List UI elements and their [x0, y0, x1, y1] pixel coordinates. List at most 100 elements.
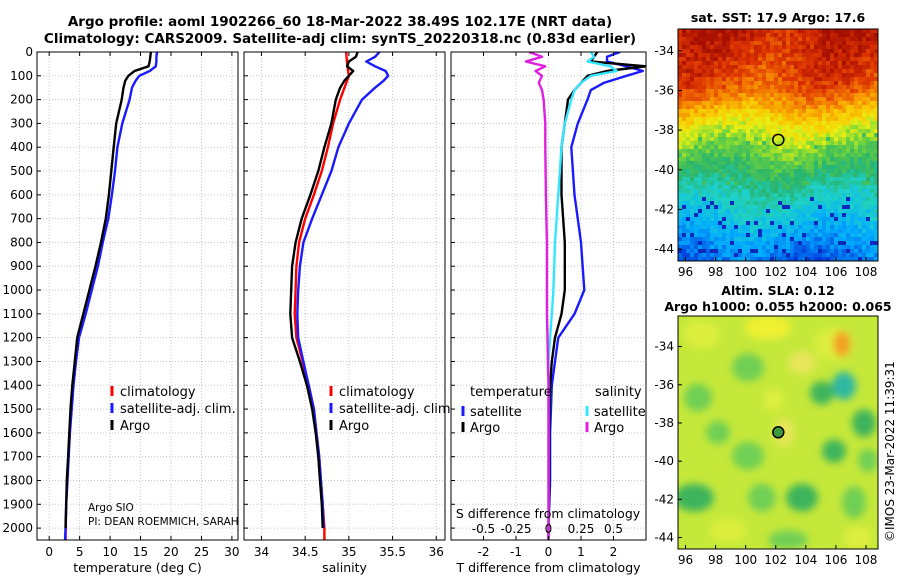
sst-cell	[718, 77, 723, 82]
sst-cell	[694, 37, 699, 42]
sst-cell	[786, 105, 791, 110]
sst-cell	[862, 101, 867, 106]
sst-cell	[734, 129, 739, 134]
sst-cell	[766, 81, 771, 86]
sst-cell	[770, 37, 775, 42]
sst-cell	[722, 121, 727, 126]
sst-cell	[758, 105, 763, 110]
sst-cell	[766, 165, 771, 170]
sst-cell	[814, 169, 819, 174]
sst-cell	[770, 65, 775, 70]
legend-label-3: Argo	[594, 421, 624, 436]
sst-cell	[818, 53, 823, 58]
sst-cell	[690, 225, 695, 230]
sst-cell	[758, 237, 763, 242]
sst-cell	[722, 133, 727, 138]
sst-cell	[810, 89, 815, 94]
sst-cell	[718, 97, 723, 102]
sst-cell	[762, 257, 767, 261]
sst-cell	[718, 249, 723, 254]
sst-cell	[870, 117, 875, 122]
sst-cell	[678, 45, 683, 50]
sst-cell	[818, 41, 823, 46]
sst-cell	[710, 57, 715, 62]
sst-cell	[754, 181, 759, 186]
sst-cell	[782, 201, 787, 206]
sst-cell	[806, 233, 811, 238]
sst-cell	[806, 137, 811, 142]
sst-cell	[834, 81, 839, 86]
sst-cell	[854, 153, 859, 158]
sst-cell	[806, 197, 811, 202]
sst-cell	[690, 209, 695, 214]
sst-cell	[862, 229, 867, 234]
sst-cell	[758, 165, 763, 170]
sst-cell	[826, 149, 831, 154]
sst-cell	[714, 169, 719, 174]
sst-cell	[822, 57, 827, 62]
sst-cell	[774, 225, 779, 230]
sst-cell	[874, 125, 878, 130]
sst-cell	[698, 121, 703, 126]
panel-difference: -2 -1 0 1 2T difference from climatology-0.5…	[450, 51, 647, 575]
sst-cell	[842, 69, 847, 74]
sst-cell	[802, 237, 807, 242]
sst-cell	[858, 161, 863, 166]
sst-cell	[770, 257, 775, 261]
sst-cell	[678, 65, 683, 70]
sst-cell	[866, 165, 871, 170]
sst-cell	[830, 41, 835, 46]
sst-cell	[786, 197, 791, 202]
sst-cell	[738, 245, 743, 250]
sst-cell	[698, 229, 703, 234]
sst-cell	[710, 89, 715, 94]
sst-cell	[678, 109, 683, 114]
sst-cell	[806, 173, 811, 178]
sst-cell	[690, 41, 695, 46]
sst-cell	[794, 249, 799, 254]
sst-cell	[830, 201, 835, 206]
sst-cell	[714, 69, 719, 74]
sst-cell	[710, 245, 715, 250]
sst-cell	[814, 217, 819, 222]
sst-cell	[726, 157, 731, 162]
sst-cell	[694, 117, 699, 122]
sst-cell	[858, 33, 863, 38]
sst-cell	[746, 61, 751, 66]
sst-cell	[754, 97, 759, 102]
sst-cell	[774, 185, 779, 190]
sst-cell	[838, 117, 843, 122]
sst-cell	[714, 233, 719, 238]
sst-cell	[826, 141, 831, 146]
sst-cell	[694, 209, 699, 214]
sst-cell	[842, 185, 847, 190]
sst-cell	[686, 65, 691, 70]
sst-cell	[722, 101, 727, 106]
sst-cell	[754, 77, 759, 82]
sst-cell	[850, 73, 855, 78]
x-axis-label: salinity	[322, 560, 367, 575]
sst-cell	[862, 153, 867, 158]
sst-cell	[822, 129, 827, 134]
sst-cell	[726, 209, 731, 214]
sst-cell	[726, 193, 731, 198]
sst-cell	[870, 85, 875, 90]
sst-cell	[706, 45, 711, 50]
sst-cell	[810, 137, 815, 142]
sst-cell	[742, 45, 747, 50]
sst-cell	[750, 185, 755, 190]
sst-cell	[686, 49, 691, 54]
sst-cell	[786, 193, 791, 198]
sst-cell	[870, 149, 875, 154]
sst-cell	[794, 257, 799, 261]
sst-cell	[862, 125, 867, 130]
sst-cell	[778, 181, 783, 186]
sst-cell	[742, 113, 747, 118]
sst-cell	[834, 137, 839, 142]
sst-cell	[678, 177, 683, 182]
sst-cell	[850, 145, 855, 150]
gridlines	[37, 52, 238, 540]
sst-cell	[694, 245, 699, 250]
sst-cell	[806, 57, 811, 62]
sst-cell	[810, 153, 815, 158]
